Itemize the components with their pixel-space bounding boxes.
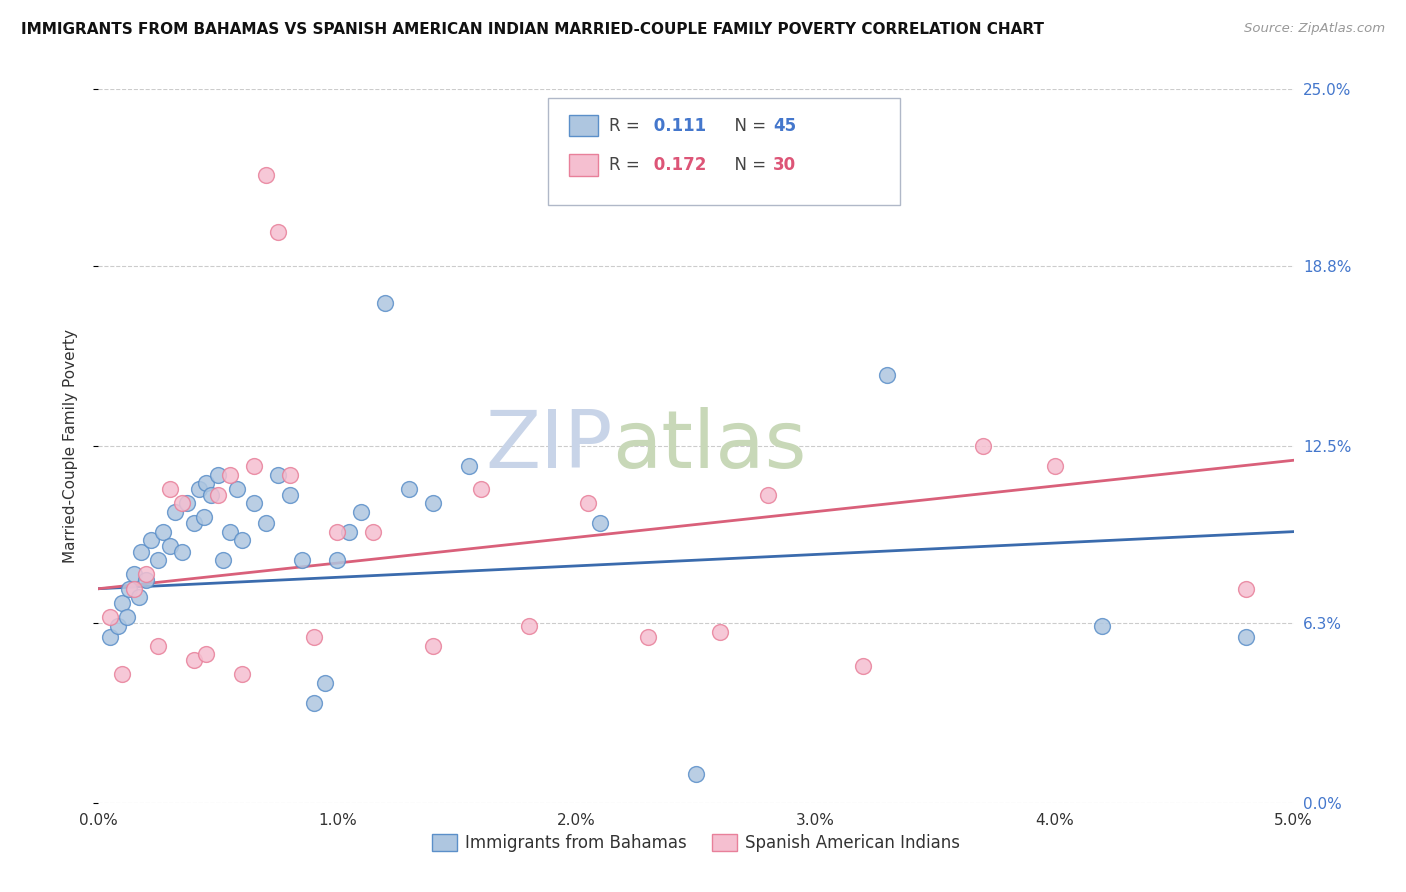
- Point: [339, 524, 361, 539]
- Point: [135, 567, 157, 582]
- Text: 45: 45: [773, 117, 796, 135]
- Text: R =: R =: [609, 117, 645, 135]
- Point: [972, 439, 994, 453]
- Point: [176, 496, 198, 510]
- Point: [756, 487, 779, 501]
- Point: [1234, 582, 1257, 596]
- Point: [139, 533, 162, 548]
- Point: [267, 225, 290, 239]
- Point: [231, 667, 253, 681]
- Point: [172, 496, 194, 510]
- Point: [254, 168, 277, 182]
- Point: [200, 487, 222, 501]
- Point: [374, 296, 396, 310]
- Point: [326, 524, 349, 539]
- Point: [163, 505, 186, 519]
- Point: [876, 368, 898, 382]
- Point: [326, 553, 349, 567]
- Point: [152, 524, 174, 539]
- Point: [172, 544, 194, 558]
- Point: [148, 639, 170, 653]
- Point: [115, 610, 138, 624]
- Text: atlas: atlas: [613, 407, 807, 485]
- Point: [267, 467, 290, 482]
- Point: [1043, 458, 1066, 473]
- Point: [1234, 630, 1257, 644]
- Point: [709, 624, 731, 639]
- Point: [1091, 619, 1114, 633]
- Point: [278, 487, 301, 501]
- Point: [243, 496, 266, 510]
- Text: 30: 30: [773, 156, 796, 174]
- Point: [135, 573, 157, 587]
- Point: [589, 516, 612, 530]
- Point: [685, 767, 707, 781]
- Point: [183, 516, 205, 530]
- Point: [124, 582, 146, 596]
- Text: R =: R =: [609, 156, 645, 174]
- Point: [291, 553, 314, 567]
- Point: [350, 505, 373, 519]
- Point: [254, 516, 277, 530]
- Text: N =: N =: [724, 117, 772, 135]
- Point: [159, 539, 181, 553]
- Point: [183, 653, 205, 667]
- Point: [517, 619, 540, 633]
- Point: [226, 482, 249, 496]
- Point: [195, 476, 218, 491]
- Point: [219, 524, 242, 539]
- Point: [363, 524, 385, 539]
- Text: Source: ZipAtlas.com: Source: ZipAtlas.com: [1244, 22, 1385, 36]
- Point: [458, 458, 481, 473]
- Legend: Immigrants from Bahamas, Spanish American Indians: Immigrants from Bahamas, Spanish America…: [425, 827, 967, 859]
- Point: [231, 533, 253, 548]
- Point: [111, 667, 134, 681]
- Point: [243, 458, 266, 473]
- Point: [195, 648, 218, 662]
- Point: [187, 482, 209, 496]
- Point: [422, 496, 444, 510]
- Point: [637, 630, 659, 644]
- Point: [193, 510, 215, 524]
- Point: [422, 639, 444, 653]
- Point: [207, 467, 229, 482]
- Point: [302, 630, 325, 644]
- Point: [398, 482, 420, 496]
- Point: [128, 591, 150, 605]
- Point: [211, 553, 233, 567]
- Point: [131, 544, 153, 558]
- Point: [470, 482, 492, 496]
- Point: [124, 567, 146, 582]
- Point: [278, 467, 301, 482]
- Text: N =: N =: [724, 156, 772, 174]
- Point: [107, 619, 129, 633]
- Point: [148, 553, 170, 567]
- Text: 0.111: 0.111: [648, 117, 706, 135]
- Point: [118, 582, 141, 596]
- Text: IMMIGRANTS FROM BAHAMAS VS SPANISH AMERICAN INDIAN MARRIED-COUPLE FAMILY POVERTY: IMMIGRANTS FROM BAHAMAS VS SPANISH AMERI…: [21, 22, 1045, 37]
- Text: ZIP: ZIP: [485, 407, 613, 485]
- Point: [98, 610, 122, 624]
- Text: 0.172: 0.172: [648, 156, 707, 174]
- Point: [219, 467, 242, 482]
- Point: [302, 696, 325, 710]
- Point: [207, 487, 229, 501]
- Point: [159, 482, 181, 496]
- Point: [98, 630, 122, 644]
- Y-axis label: Married-Couple Family Poverty: Married-Couple Family Poverty: [63, 329, 77, 563]
- Point: [315, 676, 337, 690]
- Point: [111, 596, 134, 610]
- Point: [578, 496, 600, 510]
- Point: [852, 658, 875, 673]
